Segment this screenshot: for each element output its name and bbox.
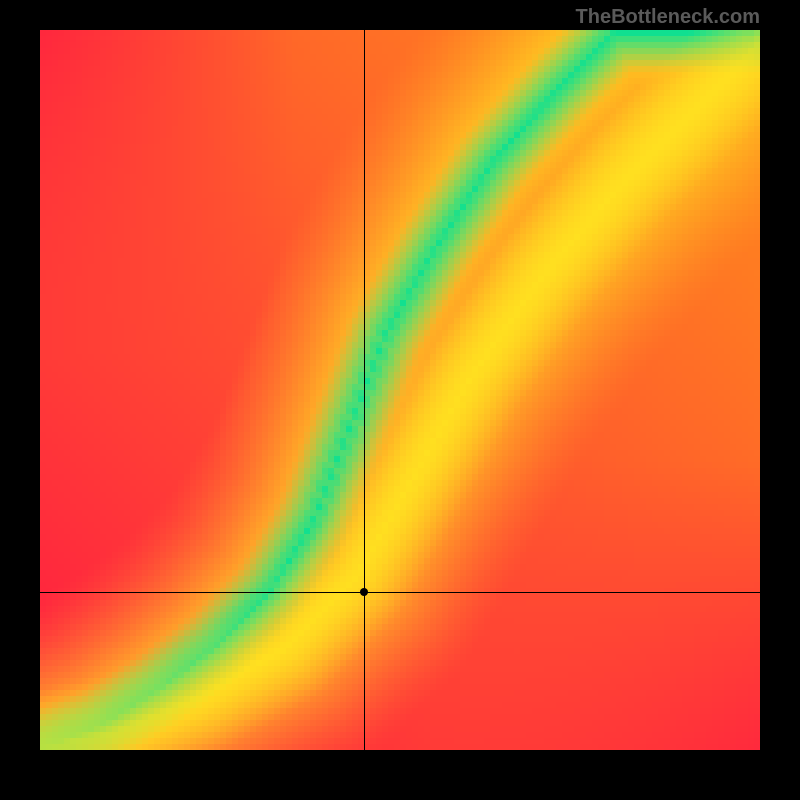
- heatmap-canvas: [40, 30, 760, 750]
- chart-container: TheBottleneck.com: [0, 0, 800, 800]
- crosshair-horizontal: [40, 592, 760, 593]
- crosshair-marker-dot: [360, 588, 368, 596]
- crosshair-vertical: [364, 30, 365, 750]
- watermark-text: TheBottleneck.com: [576, 6, 760, 29]
- heatmap-plot: [40, 30, 760, 750]
